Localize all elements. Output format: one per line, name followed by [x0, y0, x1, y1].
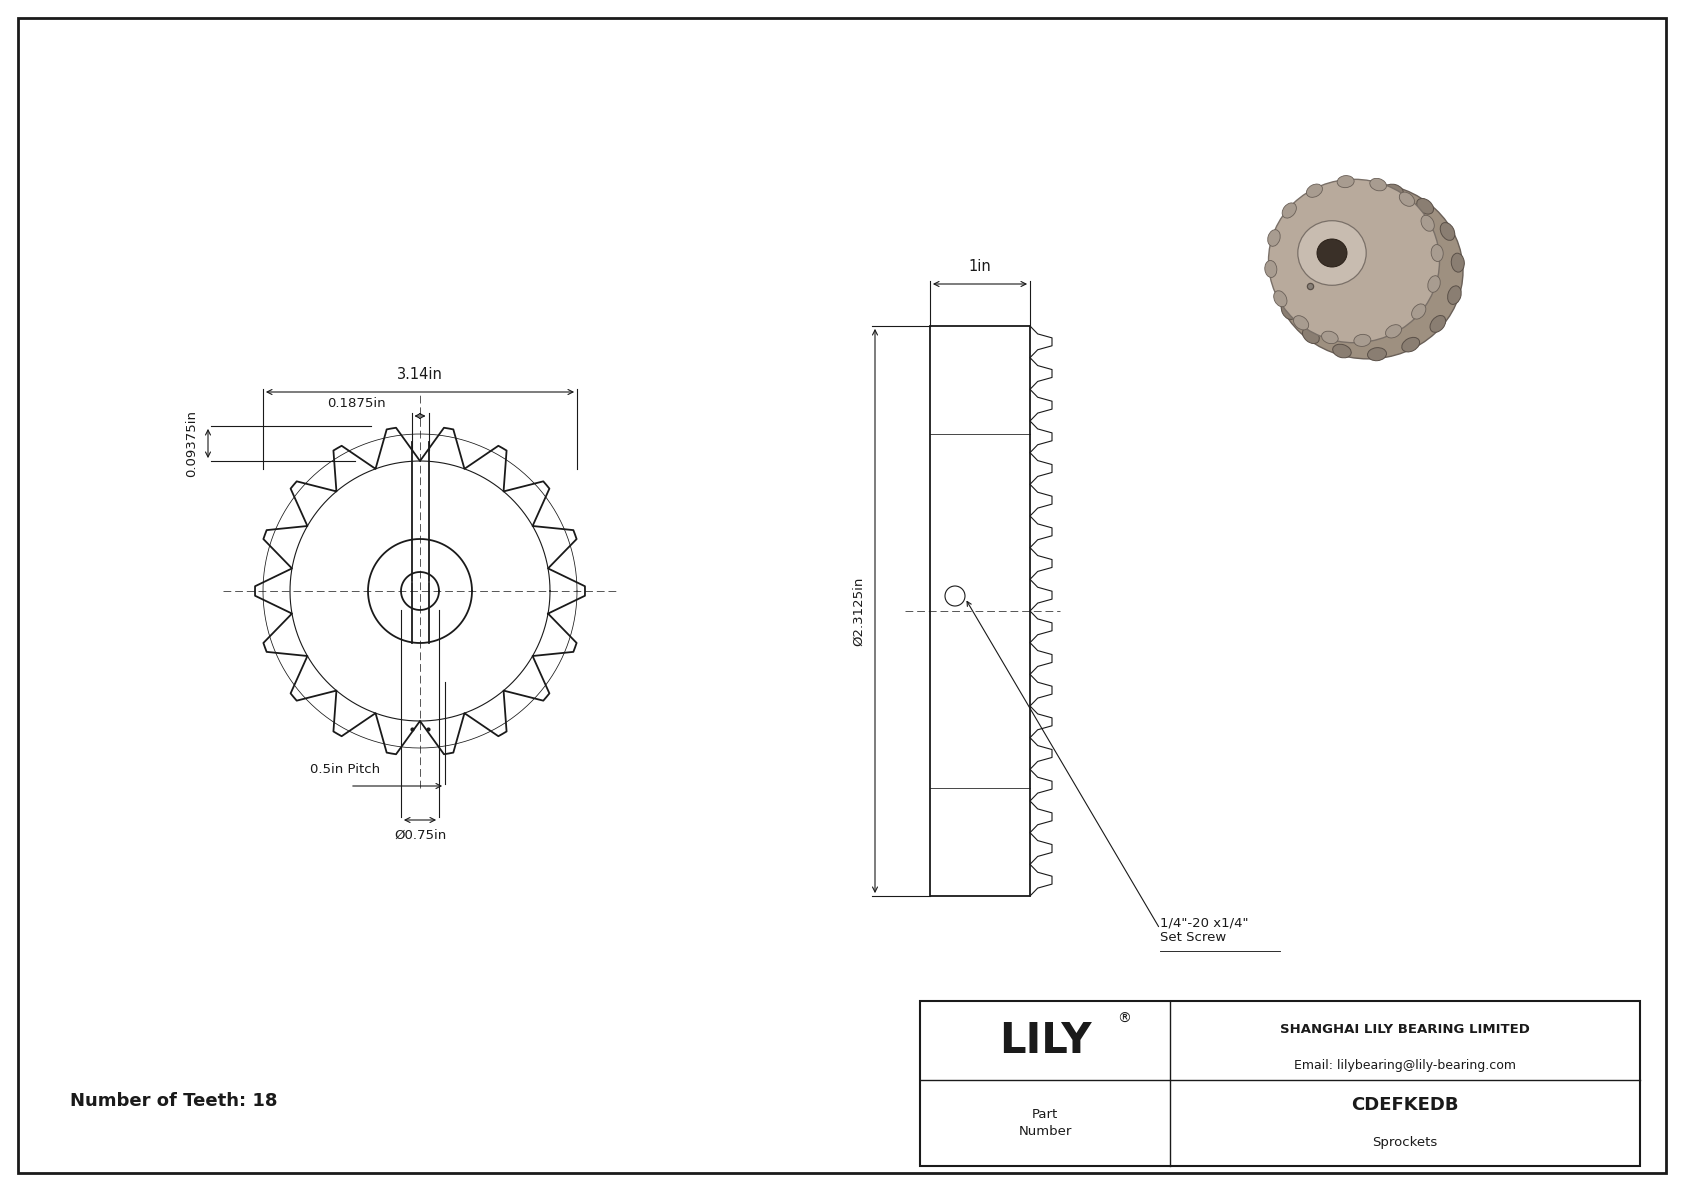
- Text: Sprockets: Sprockets: [1372, 1136, 1438, 1149]
- Ellipse shape: [1428, 275, 1440, 292]
- Text: 1in: 1in: [968, 258, 992, 274]
- Ellipse shape: [1273, 183, 1463, 358]
- Text: Ø0.75in: Ø0.75in: [394, 829, 446, 842]
- Text: 0.09375in: 0.09375in: [185, 410, 199, 478]
- Ellipse shape: [1448, 286, 1462, 305]
- Ellipse shape: [1307, 185, 1322, 198]
- Ellipse shape: [1268, 230, 1280, 247]
- Ellipse shape: [1430, 316, 1445, 332]
- Text: LILY: LILY: [999, 1019, 1091, 1061]
- Ellipse shape: [1337, 175, 1354, 188]
- Text: Email: lilybearing@lily-bearing.com: Email: lilybearing@lily-bearing.com: [1293, 1059, 1516, 1072]
- Text: SHANGHAI LILY BEARING LIMITED: SHANGHAI LILY BEARING LIMITED: [1280, 1023, 1531, 1035]
- Text: 1/4"-20 x1/4"
Set Screw: 1/4"-20 x1/4" Set Screw: [1160, 916, 1248, 944]
- Ellipse shape: [1298, 220, 1366, 286]
- Text: ®: ®: [1116, 1012, 1132, 1027]
- Ellipse shape: [1367, 348, 1386, 361]
- Text: 0.5in Pitch: 0.5in Pitch: [310, 763, 381, 777]
- Ellipse shape: [1271, 270, 1285, 289]
- Ellipse shape: [1317, 239, 1347, 267]
- Ellipse shape: [1273, 291, 1287, 307]
- Ellipse shape: [1275, 237, 1288, 256]
- Text: Ø2.3125in: Ø2.3125in: [852, 576, 866, 646]
- Ellipse shape: [1282, 202, 1297, 218]
- Ellipse shape: [1421, 216, 1435, 231]
- Text: 0.1875in: 0.1875in: [327, 397, 386, 410]
- Ellipse shape: [1293, 316, 1308, 330]
- Text: 3.14in: 3.14in: [397, 367, 443, 382]
- Ellipse shape: [1411, 304, 1426, 319]
- Ellipse shape: [1332, 344, 1351, 357]
- Ellipse shape: [1416, 199, 1433, 214]
- Ellipse shape: [1302, 328, 1319, 343]
- Ellipse shape: [1440, 223, 1455, 241]
- Ellipse shape: [1452, 254, 1465, 272]
- Ellipse shape: [1265, 261, 1276, 278]
- Text: Number of Teeth: 18: Number of Teeth: 18: [71, 1092, 278, 1110]
- Ellipse shape: [1282, 301, 1295, 319]
- Ellipse shape: [1290, 210, 1307, 226]
- Ellipse shape: [1317, 191, 1334, 205]
- Ellipse shape: [1322, 331, 1339, 344]
- Ellipse shape: [1401, 337, 1420, 351]
- Ellipse shape: [1399, 192, 1415, 206]
- Bar: [919, 1000, 1640, 1166]
- Ellipse shape: [1384, 185, 1403, 198]
- Ellipse shape: [1431, 244, 1443, 262]
- Ellipse shape: [1386, 325, 1401, 338]
- Text: CDEFKEDB: CDEFKEDB: [1351, 1096, 1458, 1114]
- Text: Part
Number: Part Number: [1019, 1108, 1071, 1139]
- Bar: [930, 326, 1031, 896]
- Ellipse shape: [1268, 180, 1440, 343]
- Ellipse shape: [1354, 335, 1371, 347]
- Ellipse shape: [1349, 181, 1369, 194]
- Ellipse shape: [1369, 179, 1386, 191]
